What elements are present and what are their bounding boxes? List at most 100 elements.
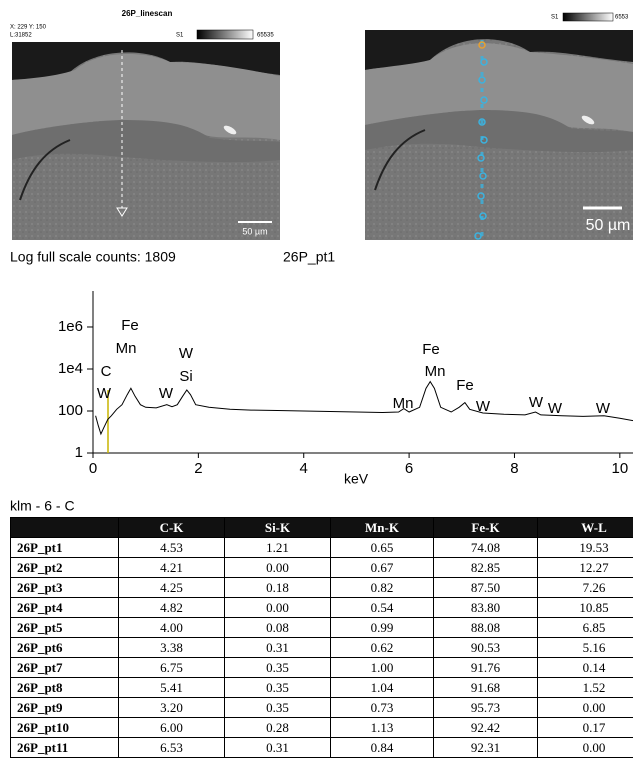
- peak-label: Si: [179, 368, 192, 385]
- scale-bar-label: 50 µm: [586, 217, 631, 234]
- table-cell: 0.84: [330, 737, 434, 758]
- table-cell: 88.08: [433, 617, 538, 638]
- sem-image-right: [365, 12, 633, 240]
- x-tick-label: 10: [611, 460, 628, 477]
- sem-image-left: [12, 29, 280, 240]
- peak-label: W: [179, 345, 194, 362]
- peak-label: W: [596, 400, 611, 417]
- spectrum-line: [95, 380, 633, 436]
- table-cell: 6.53: [118, 737, 225, 758]
- peak-label: Fe: [456, 377, 474, 394]
- header-cell: Fe-K: [433, 517, 538, 538]
- peak-label: Mn: [425, 363, 446, 380]
- table-cell: 0.35: [224, 677, 331, 698]
- table-cell: 7.26: [537, 577, 633, 598]
- x-tick-label: 2: [194, 460, 202, 477]
- table-cell: 1.04: [330, 677, 434, 698]
- table-cell: 74.08: [433, 537, 538, 558]
- table-cell: 0.00: [537, 697, 633, 718]
- x-axis-label: keV: [344, 471, 369, 487]
- table-cell: 6.85: [537, 617, 633, 638]
- table-cell: 4.00: [118, 617, 225, 638]
- table-cell: 0.82: [330, 577, 434, 598]
- header-cell: Si-K: [224, 517, 331, 538]
- x-tick-label: 6: [405, 460, 413, 477]
- peak-label: Fe: [422, 341, 440, 358]
- table-cell: 5.16: [537, 637, 633, 658]
- header-row: C-K Si-K Mn-K Fe-K W-L: [10, 517, 633, 538]
- table-cell: 4.53: [118, 537, 225, 558]
- table-row: 26P_pt8 5.41 0.35 1.04 91.68 1.52: [10, 677, 633, 698]
- table-row: 26P_pt10 6.00 0.28 1.13 92.42 0.17: [10, 717, 633, 738]
- table-cell: 3.20: [118, 697, 225, 718]
- table-cell: 0.35: [224, 697, 331, 718]
- table-cell: 0.54: [330, 597, 434, 618]
- table-cell: 0.65: [330, 537, 434, 558]
- row-label: 26P_pt9: [10, 697, 119, 718]
- table-cell: 6.75: [118, 657, 225, 678]
- table-cell: 0.31: [224, 737, 331, 758]
- table-row: 26P_pt11 6.53 0.31 0.84 92.31 0.00: [10, 737, 633, 758]
- row-label: 26P_pt2: [10, 557, 119, 578]
- table-cell: 4.25: [118, 577, 225, 598]
- peak-label: W: [529, 394, 544, 411]
- row-label: 26P_pt8: [10, 677, 119, 698]
- peak-label: Fe: [121, 317, 139, 334]
- peak-label: W: [159, 385, 174, 402]
- table-cell: 3.38: [118, 637, 225, 658]
- table-cell: 0.08: [224, 617, 331, 638]
- table-row: 26P_pt7 6.75 0.35 1.00 91.76 0.14: [10, 657, 633, 678]
- table-cell: 0.67: [330, 557, 434, 578]
- table-cell: 4.82: [118, 597, 225, 618]
- table-row: 26P_pt4 4.82 0.00 0.54 83.80 10.85: [10, 597, 633, 618]
- table-cell: 0.14: [537, 657, 633, 678]
- table-cell: 4.21: [118, 557, 225, 578]
- row-label: 26P_pt5: [10, 617, 119, 638]
- x-tick-label: 0: [89, 460, 97, 477]
- table-cell: 0.17: [537, 717, 633, 738]
- x-tick-label: 4: [300, 460, 308, 477]
- table-cell: 91.68: [433, 677, 538, 698]
- header-cell: C-K: [118, 517, 225, 538]
- table-row: 26P_pt5 4.00 0.08 0.99 88.08 6.85: [10, 617, 633, 638]
- table-row: 26P_pt6 3.38 0.31 0.62 90.53 5.16: [10, 637, 633, 658]
- table-cell: 0.73: [330, 697, 434, 718]
- row-label: 26P_pt3: [10, 577, 119, 598]
- results-table: C-K Si-K Mn-K Fe-K W-L 26P_pt1 4.53 1.21 0.65 74.…: [10, 517, 633, 758]
- x-tick-label: 8: [510, 460, 518, 477]
- y-tick-label: 1: [75, 444, 83, 461]
- peak-label: W: [476, 398, 491, 415]
- caption: 26P_pt1: [283, 249, 335, 265]
- caption: Log full scale counts: 1809: [10, 249, 176, 265]
- table-cell: 1.00: [330, 657, 434, 678]
- table-cell: 5.41: [118, 677, 225, 698]
- scale-min: S1: [176, 33, 184, 39]
- scale-max: 65535: [257, 33, 274, 39]
- header-cell: W-L: [537, 517, 633, 538]
- header-cell: [10, 517, 119, 538]
- table-cell: 90.53: [433, 637, 538, 658]
- scale-max: 6553: [615, 15, 629, 21]
- row-label: 26P_pt1: [10, 537, 119, 558]
- table-cell: 6.00: [118, 717, 225, 738]
- table-cell: 91.76: [433, 657, 538, 678]
- scale-min: S1: [551, 15, 559, 21]
- row-label: 26P_pt6: [10, 637, 119, 658]
- y-tick-label: 100: [58, 402, 83, 419]
- table-cell: 0.35: [224, 657, 331, 678]
- table-cell: 83.80: [433, 597, 538, 618]
- table-cell: 82.85: [433, 557, 538, 578]
- table-cell: 1.21: [224, 537, 331, 558]
- table-cell: 95.73: [433, 697, 538, 718]
- peak-label: W: [548, 400, 563, 417]
- table-row: 26P_pt2 4.21 0.00 0.67 82.85 12.27: [10, 557, 633, 578]
- row-label: 26P_pt11: [10, 737, 119, 758]
- scale-bar-label: 50 µm: [242, 226, 267, 236]
- table-cell: 19.53: [537, 537, 633, 558]
- table-row: 26P_pt1 4.53 1.21 0.65 74.08 19.53: [10, 537, 633, 558]
- peak-label: C: [101, 363, 112, 380]
- table-row: 26P_pt3 4.25 0.18 0.82 87.50 7.26: [10, 577, 633, 598]
- table-cell: 0.00: [224, 557, 331, 578]
- peak-label: W: [97, 385, 112, 402]
